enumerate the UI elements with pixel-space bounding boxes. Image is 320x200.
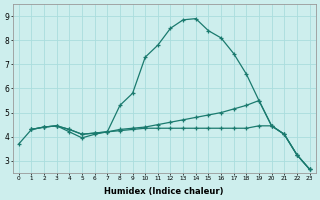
X-axis label: Humidex (Indice chaleur): Humidex (Indice chaleur) bbox=[104, 187, 224, 196]
